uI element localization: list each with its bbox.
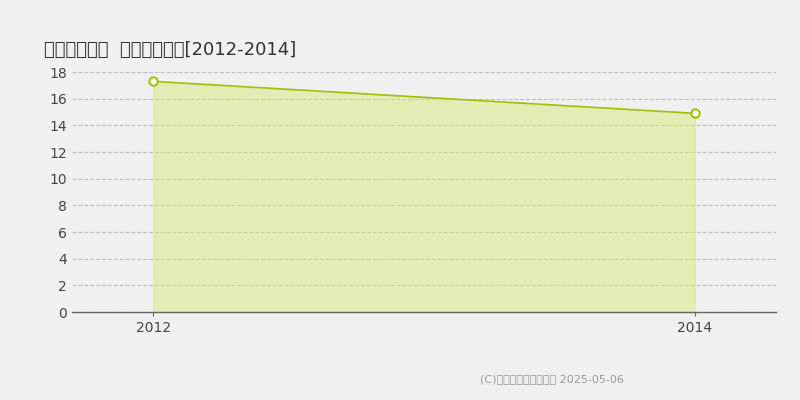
Text: 中津川市柳町  住宅価格推移[2012-2014]: 中津川市柳町 住宅価格推移[2012-2014] xyxy=(44,41,296,59)
Text: (C)土地価格ドットコム 2025-05-06: (C)土地価格ドットコム 2025-05-06 xyxy=(480,374,624,384)
